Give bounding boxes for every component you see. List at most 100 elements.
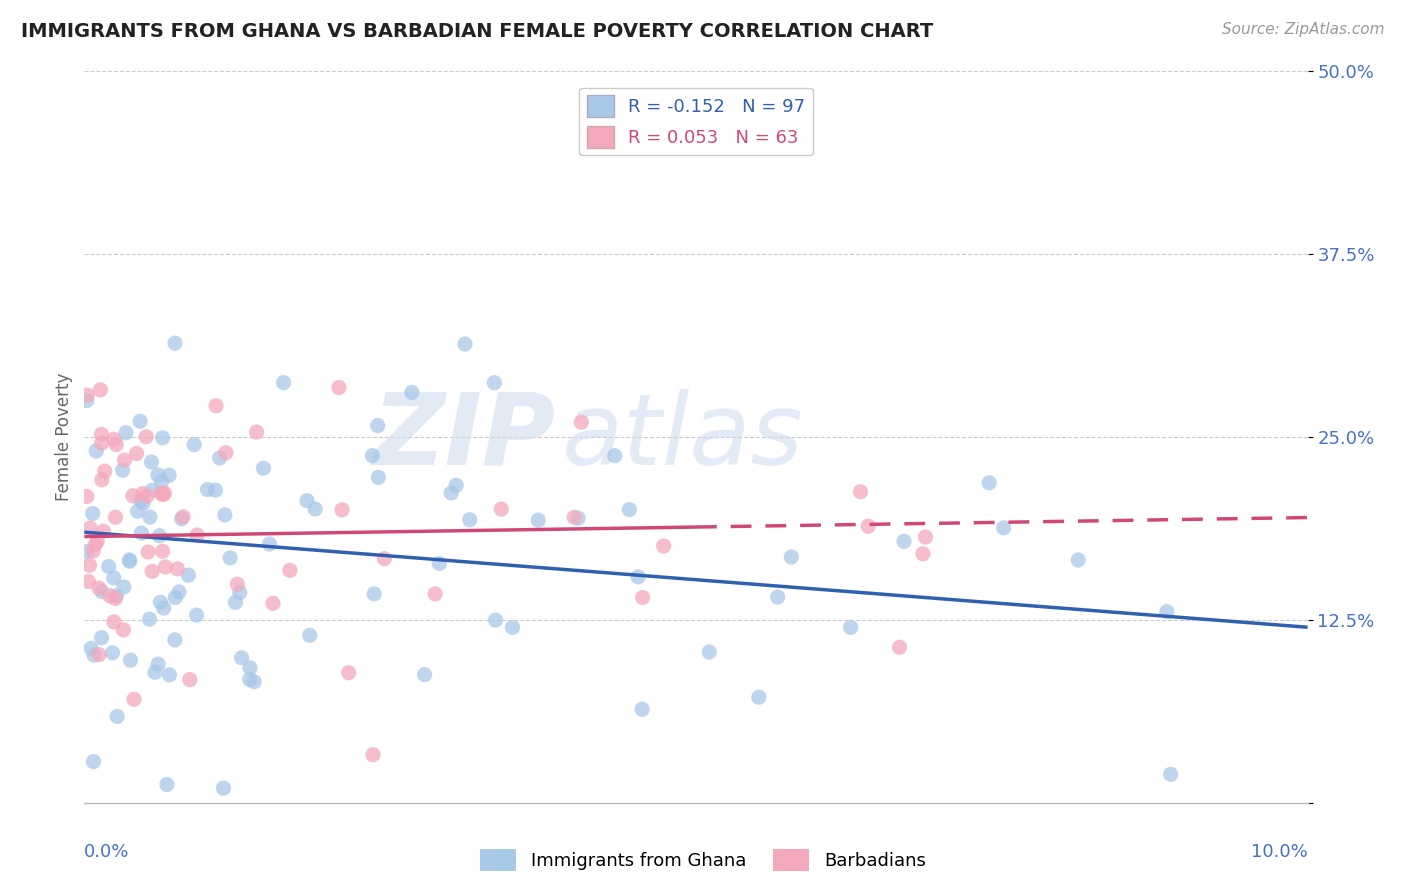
Point <box>125 446 148 460</box>
Point <box>146 467 169 482</box>
Point <box>367 470 389 484</box>
Point <box>780 549 803 564</box>
Point <box>79 558 101 573</box>
Point <box>226 577 249 591</box>
Point <box>141 565 163 579</box>
Point <box>112 580 135 594</box>
Point <box>90 631 112 645</box>
Point <box>115 425 138 440</box>
Point <box>90 584 112 599</box>
Point <box>149 595 172 609</box>
Point <box>328 380 350 394</box>
Point <box>90 436 112 450</box>
Point <box>186 528 208 542</box>
Point <box>259 537 281 551</box>
Point <box>183 438 205 452</box>
Text: 0.0%: 0.0% <box>84 843 129 861</box>
Point <box>152 488 174 502</box>
Point <box>172 509 194 524</box>
Point <box>262 596 284 610</box>
Point <box>76 490 98 504</box>
Point <box>82 544 104 558</box>
Point <box>84 444 107 458</box>
Point <box>569 415 592 429</box>
Point <box>135 430 157 444</box>
Point <box>153 486 176 500</box>
Point <box>177 568 200 582</box>
Point <box>139 510 162 524</box>
Point <box>567 511 589 525</box>
Point <box>204 483 226 498</box>
Point <box>76 388 98 402</box>
Point <box>527 513 550 527</box>
Point <box>330 503 353 517</box>
Point <box>105 437 128 451</box>
Point <box>363 587 385 601</box>
Point <box>225 595 247 609</box>
Point <box>82 507 104 521</box>
Point <box>229 585 252 599</box>
Point <box>127 504 149 518</box>
Point <box>87 581 110 595</box>
Point <box>98 589 121 603</box>
Point <box>167 585 190 599</box>
Y-axis label: Female Poverty: Female Poverty <box>55 373 73 501</box>
Point <box>112 623 135 637</box>
Point <box>979 475 1001 490</box>
Point <box>444 478 467 492</box>
Point <box>454 337 477 351</box>
Point <box>97 559 120 574</box>
Point <box>101 646 124 660</box>
Point <box>298 628 321 642</box>
Point <box>150 486 173 500</box>
Point <box>129 493 152 508</box>
Point <box>361 449 384 463</box>
Point <box>993 521 1015 535</box>
Point <box>80 641 103 656</box>
Point <box>122 692 145 706</box>
Point <box>103 432 125 446</box>
Point <box>839 620 862 634</box>
Point <box>143 665 166 680</box>
Point <box>114 453 136 467</box>
Point <box>77 574 100 589</box>
Point <box>131 526 153 541</box>
Point <box>138 612 160 626</box>
Point <box>401 385 423 400</box>
Text: atlas: atlas <box>561 389 803 485</box>
Point <box>214 508 236 522</box>
Point <box>440 486 463 500</box>
Point <box>252 461 274 475</box>
Point <box>129 414 152 428</box>
Point <box>1156 605 1178 619</box>
Legend: Immigrants from Ghana, Barbadians: Immigrants from Ghana, Barbadians <box>472 842 934 879</box>
Point <box>118 553 141 567</box>
Point <box>231 650 253 665</box>
Text: ZIP: ZIP <box>373 389 555 485</box>
Point <box>132 496 155 510</box>
Point <box>132 486 155 500</box>
Point <box>427 557 450 571</box>
Point <box>118 554 141 568</box>
Point <box>484 376 506 390</box>
Point <box>156 778 179 792</box>
Point <box>619 502 641 516</box>
Point <box>86 534 108 549</box>
Point <box>1160 767 1182 781</box>
Point <box>631 591 654 605</box>
Point <box>911 547 934 561</box>
Point <box>94 464 117 478</box>
Point <box>361 747 384 762</box>
Point <box>104 591 127 606</box>
Point <box>849 484 872 499</box>
Point <box>337 665 360 680</box>
Point <box>76 393 98 408</box>
Point <box>186 608 208 623</box>
Point <box>90 427 112 442</box>
Point <box>105 709 128 723</box>
Point <box>146 657 169 671</box>
Point <box>208 450 231 465</box>
Point <box>152 601 174 615</box>
Point <box>93 524 115 538</box>
Point <box>83 648 105 662</box>
